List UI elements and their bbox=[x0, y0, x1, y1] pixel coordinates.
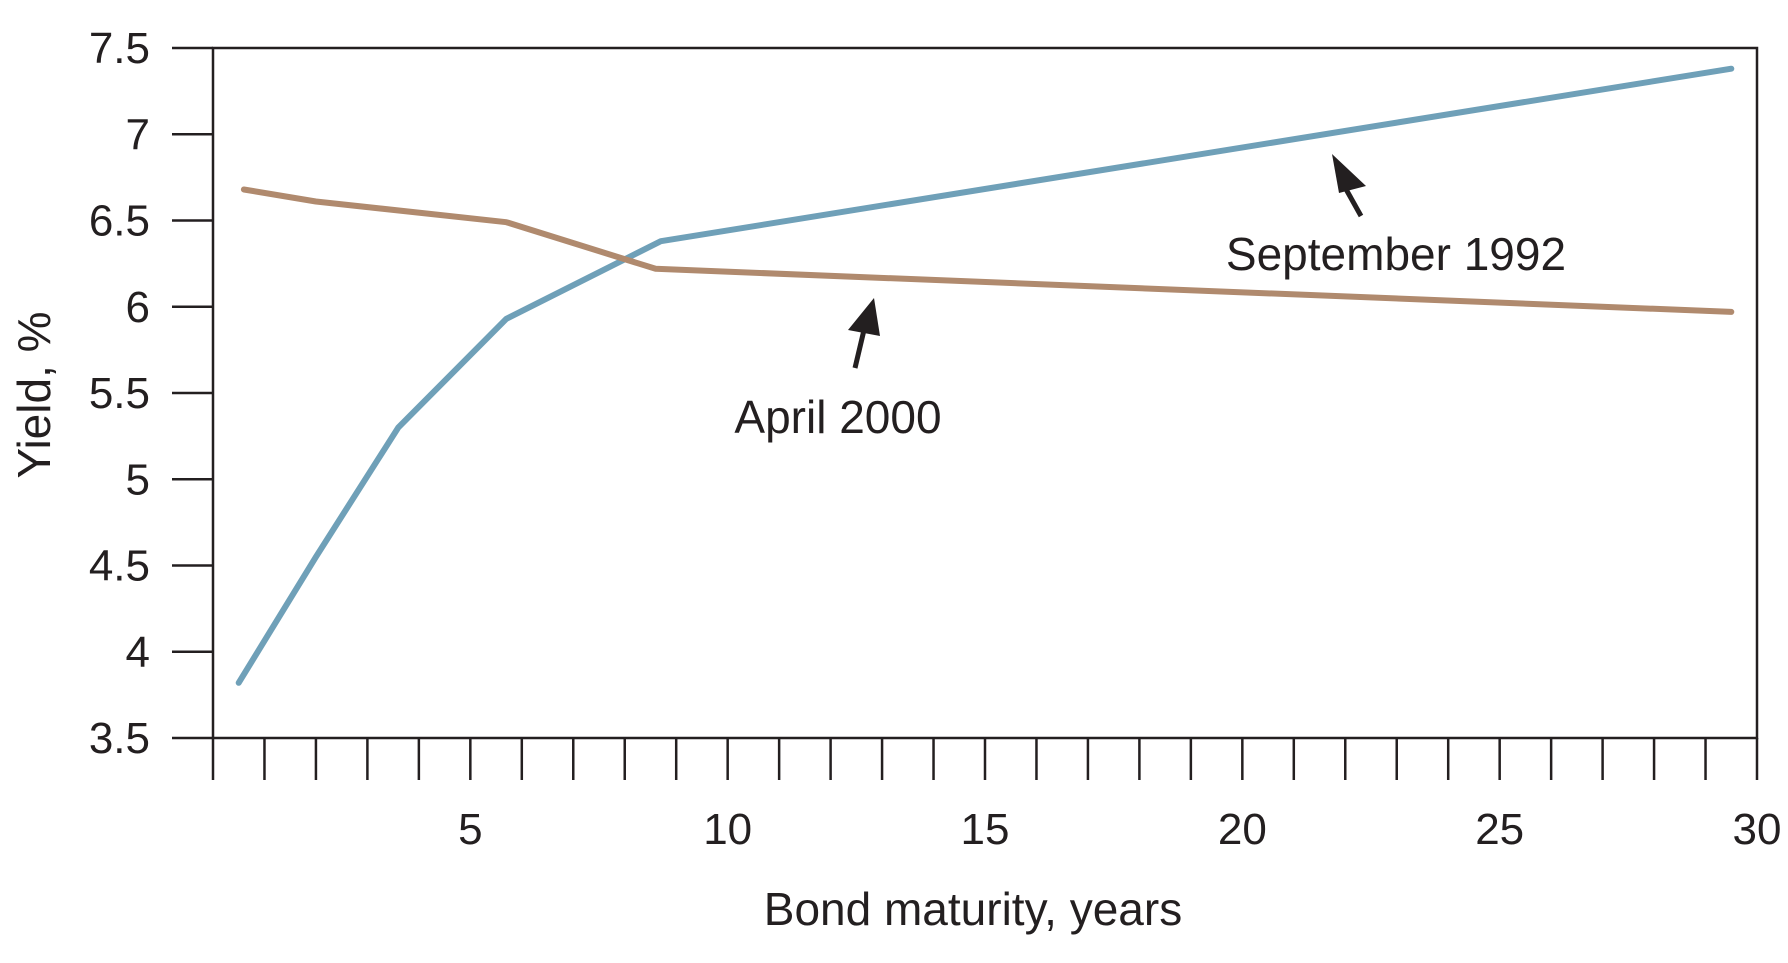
september-1992-arrow bbox=[1332, 154, 1366, 218]
april-2000-label: April 2000 bbox=[734, 391, 941, 443]
x-tick-label: 10 bbox=[703, 805, 752, 854]
y-tick-label: 3.5 bbox=[89, 714, 150, 763]
x-tick-label: 25 bbox=[1475, 805, 1524, 854]
x-tick-label: 20 bbox=[1218, 805, 1267, 854]
x-tick-label: 5 bbox=[458, 805, 482, 854]
y-tick-label: 4 bbox=[126, 628, 150, 677]
y-axis-label: Yield, % bbox=[8, 311, 60, 478]
series-line-0 bbox=[235, 65, 1735, 686]
x-axis: 5 10 15 20 25 30 bbox=[211, 738, 1782, 854]
series-layer bbox=[235, 65, 1735, 686]
y-tick-label: 5 bbox=[126, 455, 150, 504]
x-tick-label: 15 bbox=[961, 805, 1010, 854]
y-axis: 3.5 4 4.5 5 5.5 6 6.5 7 7.5 bbox=[89, 24, 213, 763]
april-2000-arrow bbox=[848, 298, 880, 369]
y-tick-label: 5.5 bbox=[89, 369, 150, 418]
y-tick-label: 6.5 bbox=[89, 197, 150, 246]
y-tick-label: 7 bbox=[126, 110, 150, 159]
september-1992-label: September 1992 bbox=[1226, 228, 1566, 280]
x-tick-label: 30 bbox=[1733, 805, 1782, 854]
x-axis-label: Bond maturity, years bbox=[764, 883, 1182, 935]
y-tick-label: 4.5 bbox=[89, 542, 150, 591]
y-tick-label: 7.5 bbox=[89, 24, 150, 73]
series-line-1 bbox=[240, 186, 1735, 315]
plot-area-frame bbox=[211, 46, 1759, 740]
y-tick-label: 6 bbox=[126, 283, 150, 332]
